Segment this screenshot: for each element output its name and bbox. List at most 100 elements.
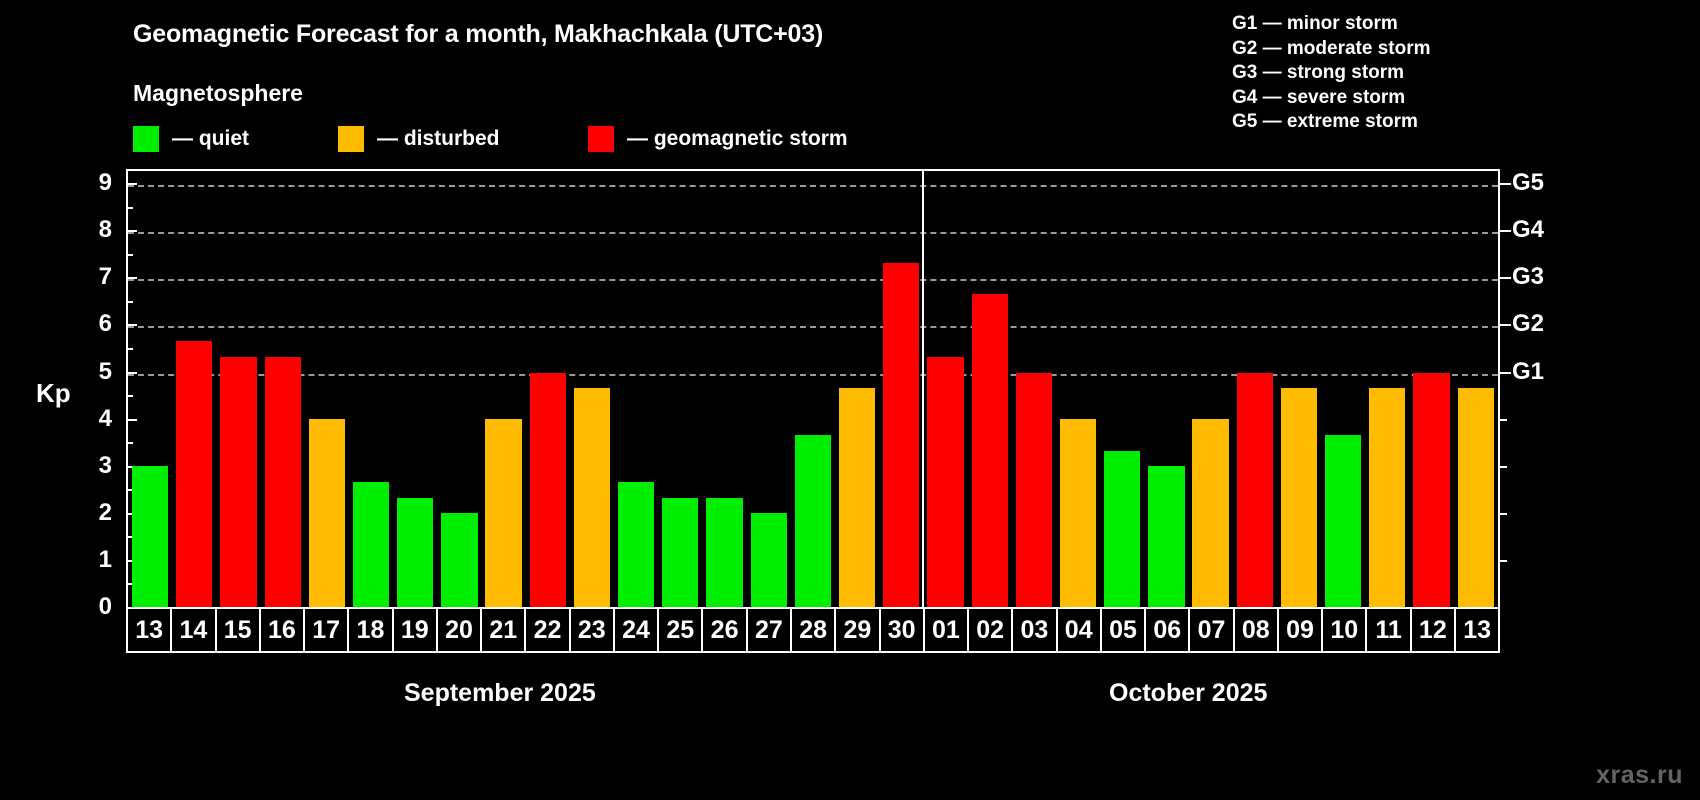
bar-cell [172, 171, 216, 607]
date-label-26: 09 [1279, 609, 1324, 651]
date-label-4: 17 [305, 609, 350, 651]
g-tick-label-G2: G2 [1512, 310, 1545, 338]
bar-12 [1413, 372, 1450, 607]
right-tick-mark-G2 [1500, 324, 1511, 327]
bar-cell [968, 171, 1012, 607]
y-tick-label-2: 2 [98, 498, 112, 526]
bar-08 [1236, 372, 1273, 607]
bar-18 [352, 481, 390, 607]
date-axis: 13 14 15 16 17 18 19 20 21 22 23 24 25 26 27 28 29 30 01 02… [126, 607, 1500, 653]
g-scale-row-4: G4 — severe storm [1232, 86, 1406, 108]
bar-cell [1056, 171, 1100, 607]
date-label-20: 03 [1013, 609, 1058, 651]
gridline-kp-7 [128, 279, 1498, 282]
bar-23 [573, 388, 611, 607]
gridline-kp-5 [128, 373, 1498, 376]
bar-26 [706, 497, 743, 607]
gridline-kp-6 [128, 326, 1498, 329]
date-label-19: 02 [969, 609, 1014, 651]
legend-label-disturbed: — disturbed [377, 127, 500, 150]
legend-swatch-quiet-icon [133, 126, 159, 152]
bar-cell [349, 171, 393, 607]
g-tick-label-G5: G5 [1512, 169, 1545, 197]
right-tick-mark-G4 [1500, 230, 1511, 233]
g-tick-label-G4: G4 [1512, 216, 1545, 244]
legend-item-disturbed: — disturbed [338, 125, 500, 153]
y-tick-label-0: 0 [98, 593, 112, 620]
y-tick-mark-minor-2 [126, 489, 133, 492]
y-tick-mark-minor-6 [126, 300, 133, 303]
date-label-12: 25 [659, 609, 704, 651]
bar-cell [791, 171, 835, 607]
month-label-october: October 2025 [1109, 679, 1268, 707]
bar-cell [835, 171, 879, 607]
bar-cell [128, 171, 172, 607]
y-tick-label-6: 6 [98, 310, 112, 338]
bar-cell [393, 171, 437, 607]
y-tick-mark-minor-8 [126, 206, 133, 209]
y-tick-mark-7 [126, 277, 137, 280]
bar-cell [658, 171, 702, 607]
bar-03 [1015, 372, 1052, 607]
date-label-14: 27 [748, 609, 792, 651]
y-tick-mark-4 [126, 418, 137, 421]
bar-cell [614, 171, 658, 607]
legend-item-quiet: — quiet [133, 125, 249, 153]
y-tick-mark-1 [126, 559, 137, 562]
y-tick-mark-3 [126, 465, 137, 468]
bar-cell [437, 171, 481, 607]
bar-cell [216, 171, 260, 607]
right-tick-mark-minor-2 [1500, 512, 1507, 515]
date-label-7: 20 [438, 609, 483, 651]
bar-16 [264, 357, 301, 607]
bar-13 [1457, 388, 1494, 607]
y-tick-label-5: 5 [98, 357, 112, 385]
gridline-kp-9 [128, 185, 1498, 188]
y-tick-mark-minor-1 [126, 536, 133, 539]
magnetosphere-label: Magnetosphere [133, 80, 303, 106]
date-label-5: 18 [349, 609, 394, 651]
y-tick-mark-5 [126, 371, 137, 374]
bar-25 [662, 497, 699, 607]
right-tick-mark-G5 [1500, 183, 1511, 186]
legend-label-quiet: — quiet [172, 127, 249, 150]
bar-cell [1189, 171, 1233, 607]
g-axis-ticks: G5 G4 G3 G2 G1 [1512, 169, 1602, 607]
y-tick-label-4: 4 [98, 404, 112, 432]
bar-09 [1280, 388, 1318, 607]
date-label-28: 11 [1367, 609, 1412, 651]
date-label-1: 14 [172, 609, 217, 651]
bar-02 [971, 294, 1008, 607]
bar-cell [1454, 171, 1498, 607]
date-label-18: 01 [925, 609, 970, 651]
right-tick-mark-G3 [1500, 277, 1511, 280]
y-tick-mark-8 [126, 230, 137, 233]
y-tick-mark-minor-5 [126, 347, 133, 350]
bar-28 [794, 434, 832, 607]
bar-cell [261, 171, 305, 607]
bar-10 [1325, 434, 1362, 607]
bar-cell [570, 171, 614, 607]
date-label-6: 19 [394, 609, 438, 651]
date-label-16: 29 [836, 609, 881, 651]
bar-24 [618, 481, 655, 607]
bar-04 [1059, 419, 1097, 607]
date-label-17: 30 [881, 609, 925, 651]
month-divider [922, 171, 925, 607]
y-tick-mark-6 [126, 324, 137, 327]
bar-30 [883, 263, 920, 607]
bar-cell [1409, 171, 1453, 607]
y-tick-mark-minor-7 [126, 253, 133, 256]
date-label-25: 08 [1235, 609, 1279, 651]
bar-cell [1012, 171, 1056, 607]
date-label-23: 06 [1146, 609, 1191, 651]
y-tick-label-1: 1 [98, 545, 112, 573]
date-label-0: 13 [128, 609, 173, 651]
date-label-2: 15 [217, 609, 261, 651]
bar-27 [750, 513, 787, 607]
bar-13 [131, 466, 169, 607]
date-label-30: 13 [1463, 615, 1491, 644]
bar-17 [308, 419, 345, 607]
g-scale-row-5: G5 — extreme storm [1232, 111, 1418, 132]
